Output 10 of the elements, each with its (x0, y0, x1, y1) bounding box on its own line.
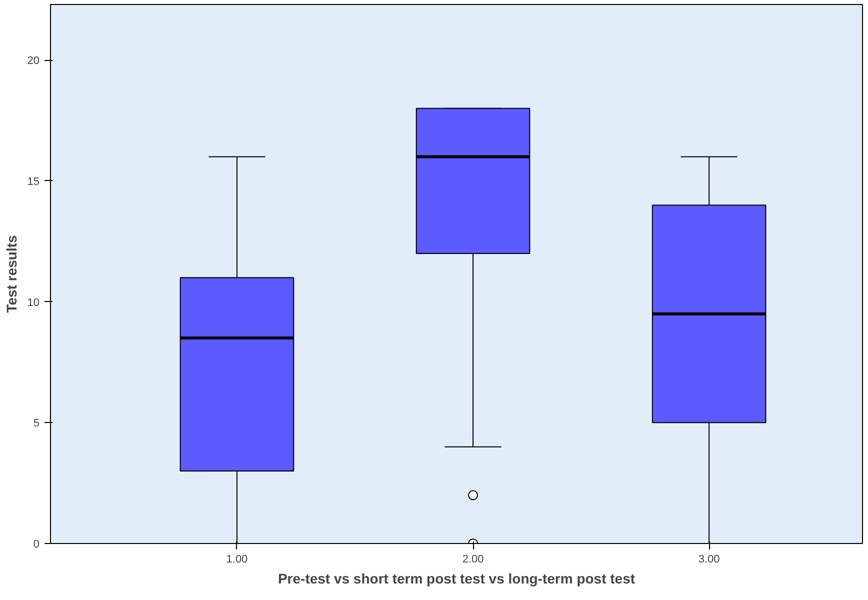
y-tick-label: 10 (27, 296, 40, 309)
y-tick-label: 15 (27, 176, 40, 188)
x-tick-label: 1.00 (226, 554, 248, 566)
y-tick-label: 5 (33, 418, 40, 430)
x-tick-label: 3.00 (698, 554, 720, 566)
x-tick-label: 2.00 (462, 554, 484, 566)
x-axis-title: Pre-test vs short term post test vs long-term post test (278, 570, 636, 586)
y-axis-title: Test results (3, 235, 20, 313)
y-tick-label: 0 (33, 538, 40, 550)
y-tick-label: 20 (27, 55, 40, 68)
